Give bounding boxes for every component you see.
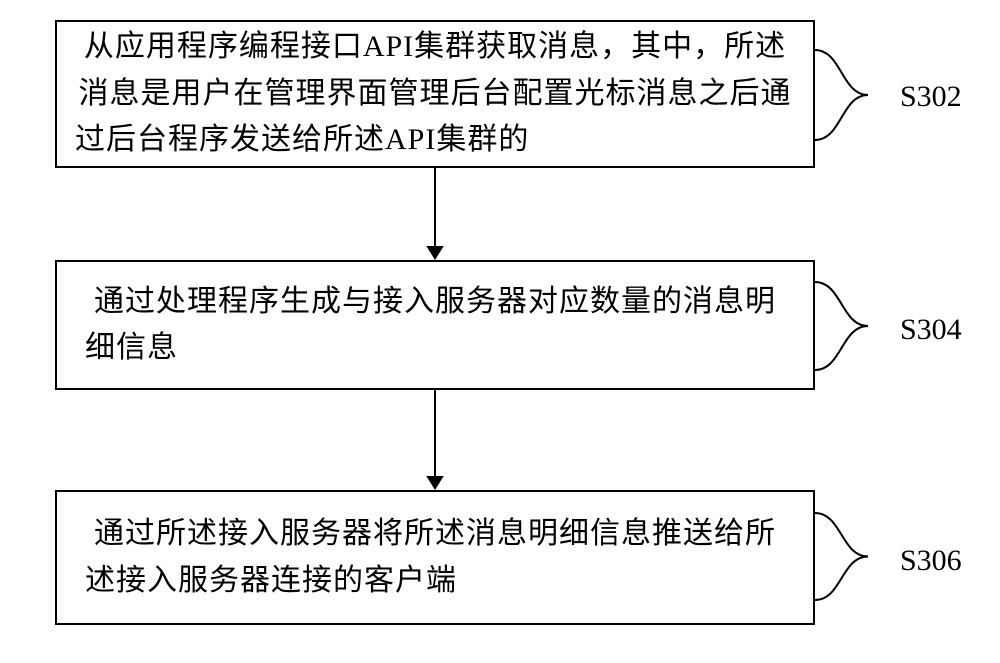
- arrow-s304-to-s306: [415, 390, 455, 490]
- step-s304-label: S304: [900, 313, 962, 347]
- step-s304-box: 通过处理程序生成与接入服务器对应数量的消息明细信息: [55, 260, 815, 390]
- arrow-s302-to-s304: [415, 168, 455, 260]
- step-s306-box: 通过所述接入服务器将所述消息明细信息推送给所述接入服务器连接的客户端: [55, 490, 815, 625]
- brace-s302: [815, 40, 888, 150]
- step-s302-box: 从应用程序编程接口API集群获取消息，其中，所述消息是用户在管理界面管理后台配置…: [55, 20, 815, 168]
- step-s302-text: 从应用程序编程接口API集群获取消息，其中，所述消息是用户在管理界面管理后台配置…: [75, 24, 795, 164]
- step-s306-text: 通过所述接入服务器将所述消息明细信息推送给所述接入服务器连接的客户端: [85, 511, 785, 604]
- step-s304-text: 通过处理程序生成与接入服务器对应数量的消息明细信息: [85, 279, 785, 372]
- flowchart-canvas: 从应用程序编程接口API集群获取消息，其中，所述消息是用户在管理界面管理后台配置…: [0, 0, 1000, 663]
- brace-s304: [815, 272, 888, 380]
- step-s302-label: S302: [900, 80, 962, 114]
- brace-s306: [815, 503, 888, 610]
- step-s306-label: S306: [900, 544, 962, 578]
